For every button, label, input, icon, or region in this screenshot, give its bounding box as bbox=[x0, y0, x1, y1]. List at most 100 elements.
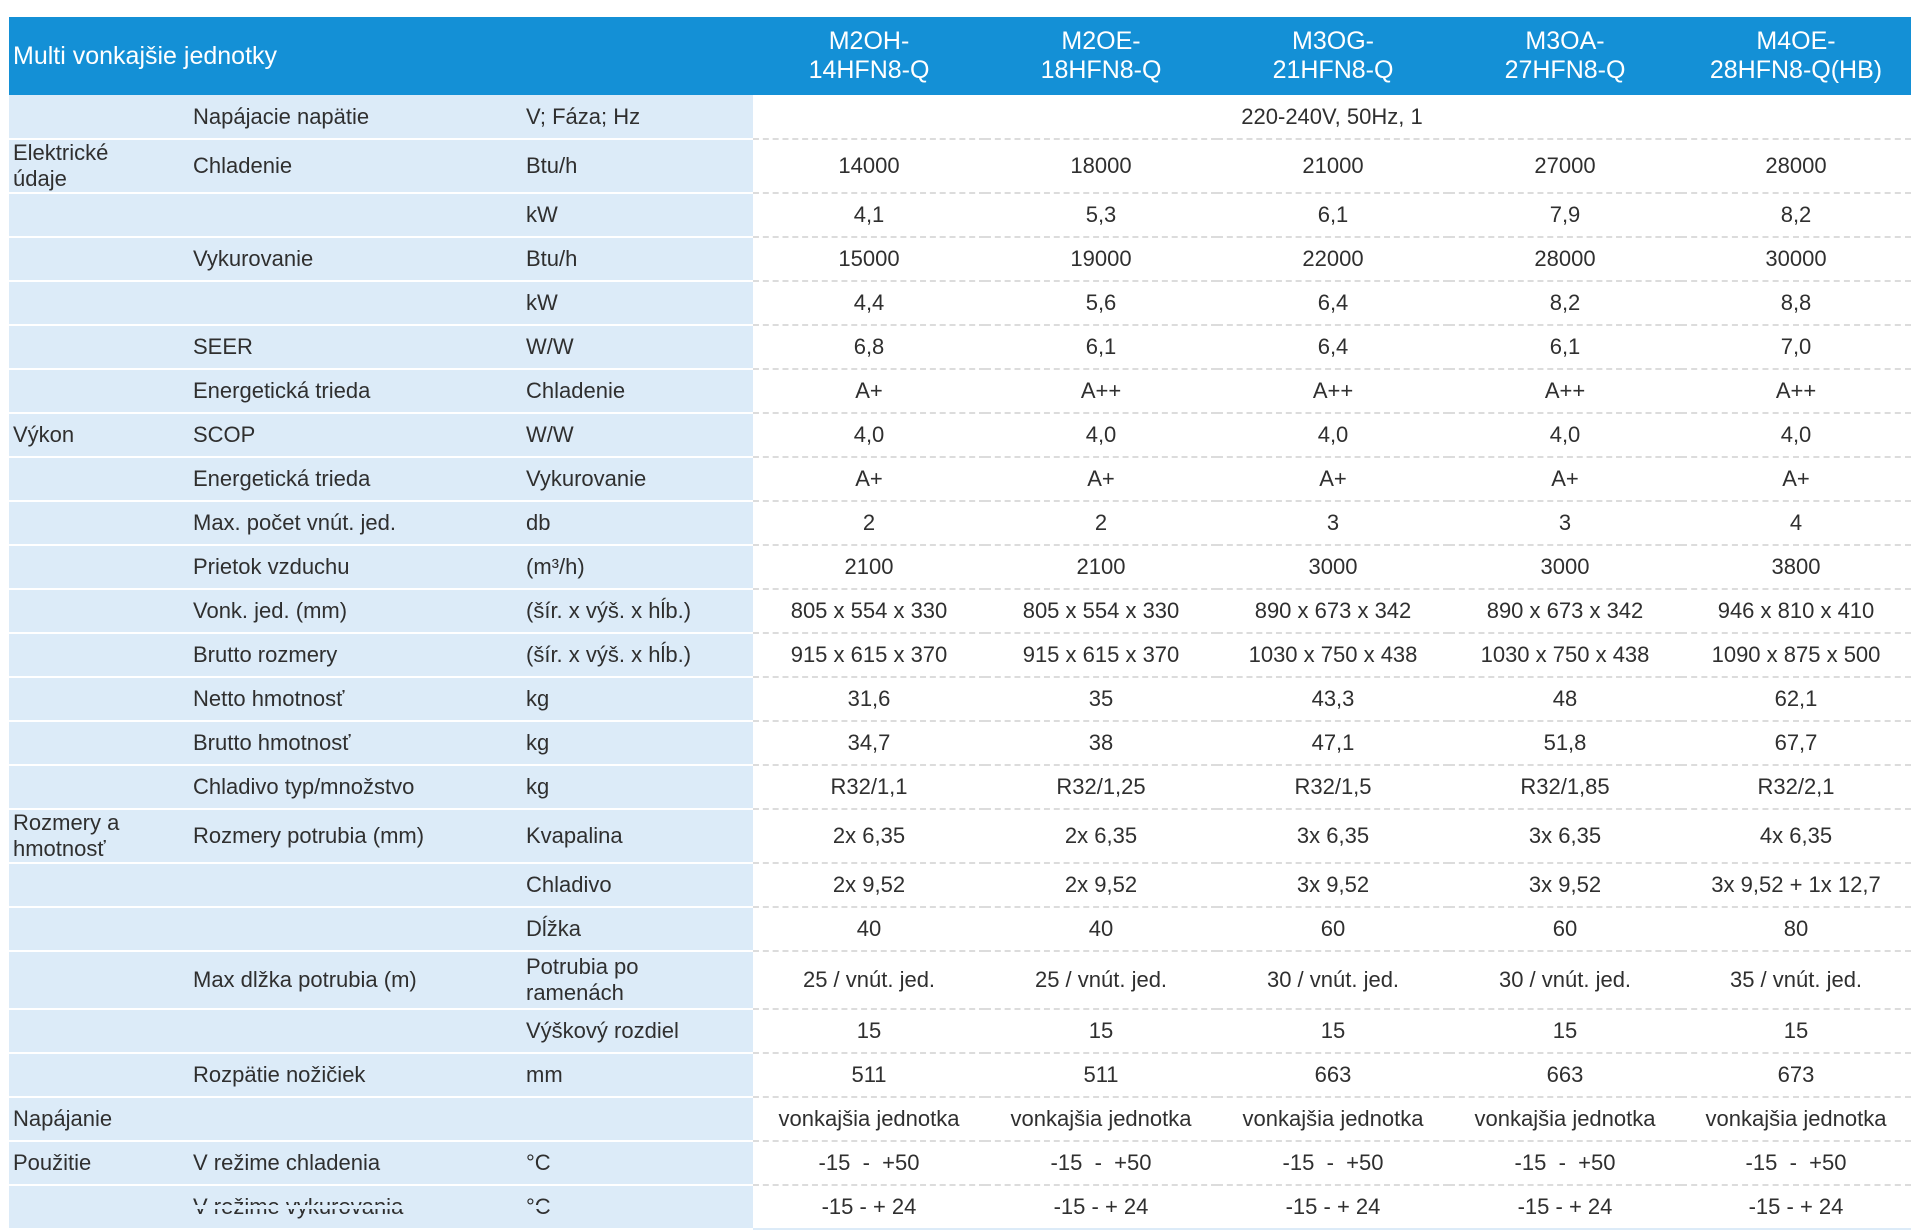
category-cell bbox=[9, 633, 189, 678]
value-cell: 2x 6,35 bbox=[985, 809, 1217, 864]
value-cell: 15000 bbox=[753, 237, 985, 282]
value-cell: 25 / vnút. jed. bbox=[985, 951, 1217, 1010]
value-cell: 14000 bbox=[753, 139, 985, 194]
value-cell: 43,3 bbox=[1217, 677, 1449, 722]
value-cell: 946 x 810 x 410 bbox=[1681, 589, 1911, 634]
value-cell: 4,0 bbox=[985, 413, 1217, 458]
value-cell: A+ bbox=[1681, 457, 1911, 502]
table-row: Brutto rozmery (šír. x výš. x hĺb.) 915 x … bbox=[9, 633, 1911, 678]
unit-cell: Dĺžka bbox=[522, 907, 753, 952]
table-row: Elektrické údaje Chladenie Btu/h 14000 18000… bbox=[9, 139, 1911, 194]
table-row: Vykurovanie Btu/h 15000 19000 22000 28000 3000… bbox=[9, 237, 1911, 282]
model-header: M3OG- 21HFN8-Q bbox=[1217, 17, 1449, 95]
table-bottom-strip bbox=[9, 1205, 753, 1209]
category-cell bbox=[9, 1053, 189, 1098]
table-row: Výškový rozdiel 15 15 15 15 15 bbox=[9, 1009, 1911, 1054]
value-cell: vonkajšia jednotka bbox=[1681, 1097, 1911, 1142]
table-row: Max. počet vnút. jed. db 2 2 3 3 4 bbox=[9, 501, 1911, 546]
unit-cell: (šír. x výš. x hĺb.) bbox=[522, 633, 753, 678]
value-cell: 62,1 bbox=[1681, 677, 1911, 722]
category-cell bbox=[9, 237, 189, 282]
category-cell bbox=[9, 863, 189, 908]
value-cell: 31,6 bbox=[753, 677, 985, 722]
value-cell: -15 - + 24 bbox=[1681, 1185, 1911, 1230]
value-cell: 1030 x 750 x 438 bbox=[1217, 633, 1449, 678]
value-cell: 3x 6,35 bbox=[1449, 809, 1681, 864]
value-cell: 7,0 bbox=[1681, 325, 1911, 370]
value-cell: 673 bbox=[1681, 1053, 1911, 1098]
table-row: Rozmery a hmotnosť Rozmery potrubia (mm) K… bbox=[9, 809, 1911, 864]
value-cell: 6,1 bbox=[985, 325, 1217, 370]
value-cell: 5,3 bbox=[985, 193, 1217, 238]
unit-cell: mm bbox=[522, 1053, 753, 1098]
value-cell: 28000 bbox=[1681, 139, 1911, 194]
parameter-label bbox=[189, 1097, 522, 1142]
category-cell: Výkon bbox=[9, 413, 189, 458]
value-cell: 2x 9,52 bbox=[985, 863, 1217, 908]
value-cell: 3000 bbox=[1449, 545, 1681, 590]
value-cell: 35 bbox=[985, 677, 1217, 722]
value-cell: 2100 bbox=[753, 545, 985, 590]
value-cell: 27000 bbox=[1449, 139, 1681, 194]
value-cell: R32/1,1 bbox=[753, 765, 985, 810]
parameter-label: Napájacie napätie bbox=[189, 95, 522, 140]
table-row: Netto hmotnosť kg 31,6 35 43,3 48 62,1 bbox=[9, 677, 1911, 722]
table-row: SEER W/W 6,8 6,1 6,4 6,1 7,0 bbox=[9, 325, 1911, 370]
category-cell: Rozmery a hmotnosť bbox=[9, 809, 189, 864]
parameter-label: Energetická trieda bbox=[189, 457, 522, 502]
parameter-label: Max. počet vnút. jed. bbox=[189, 501, 522, 546]
parameter-label: SCOP bbox=[189, 413, 522, 458]
table-row: Dĺžka 40 40 60 60 80 bbox=[9, 907, 1911, 952]
value-cell: 5,6 bbox=[985, 281, 1217, 326]
table-row: Energetická trieda Chladenie A+ A++ A++ A++ A+… bbox=[9, 369, 1911, 414]
value-cell: 6,4 bbox=[1217, 325, 1449, 370]
value-cell: R32/1,5 bbox=[1217, 765, 1449, 810]
value-cell: A++ bbox=[985, 369, 1217, 414]
parameter-label bbox=[189, 863, 522, 908]
parameter-label: Vonk. jed. (mm) bbox=[189, 589, 522, 634]
value-cell: 4x 6,35 bbox=[1681, 809, 1911, 864]
category-cell bbox=[9, 721, 189, 766]
value-cell: 3x 6,35 bbox=[1217, 809, 1449, 864]
value-cell: -15 - +50 bbox=[1217, 1141, 1449, 1186]
parameter-label: Prietok vzduchu bbox=[189, 545, 522, 590]
unit-cell: kW bbox=[522, 193, 753, 238]
unit-cell: (m³/h) bbox=[522, 545, 753, 590]
table-title: Multi vonkajšie jednotky bbox=[9, 17, 753, 95]
value-cell: 7,9 bbox=[1449, 193, 1681, 238]
table-row: Vonk. jed. (mm) (šír. x výš. x hĺb.) 805 x… bbox=[9, 589, 1911, 634]
value-cell: 47,1 bbox=[1217, 721, 1449, 766]
unit-cell: kg bbox=[522, 765, 753, 810]
value-cell: 30 / vnút. jed. bbox=[1449, 951, 1681, 1010]
header-row: Multi vonkajšie jednotky M2OH- 14HFN8-Q … bbox=[9, 17, 1911, 95]
parameter-label: Chladivo typ/množstvo bbox=[189, 765, 522, 810]
unit-cell: °C bbox=[522, 1141, 753, 1186]
value-cell: 3x 9,52 + 1x 12,7 bbox=[1681, 863, 1911, 908]
table-row: Napájanie vonkajšia jednotka vonkajšia jed… bbox=[9, 1097, 1911, 1142]
category-cell: Napájanie bbox=[9, 1097, 189, 1142]
value-cell: 34,7 bbox=[753, 721, 985, 766]
value-cell: 19000 bbox=[985, 237, 1217, 282]
unit-cell: Btu/h bbox=[522, 237, 753, 282]
unit-cell: Výškový rozdiel bbox=[522, 1009, 753, 1054]
value-cell: 663 bbox=[1217, 1053, 1449, 1098]
parameter-label: Max dlžka potrubia (m) bbox=[189, 951, 522, 1010]
table-row: Brutto hmotnosť kg 34,7 38 47,1 51,8 67,7 bbox=[9, 721, 1911, 766]
value-cell: R32/1,25 bbox=[985, 765, 1217, 810]
value-cell: -15 - +50 bbox=[753, 1141, 985, 1186]
table-row: Použitie V režime chladenia °C -15 - +50 -15… bbox=[9, 1141, 1911, 1186]
category-cell bbox=[9, 193, 189, 238]
value-cell: -15 - + 24 bbox=[985, 1185, 1217, 1230]
unit-cell: kg bbox=[522, 677, 753, 722]
parameter-label: Brutto hmotnosť bbox=[189, 721, 522, 766]
table-row: Max dlžka potrubia (m) Potrubia po ramená… bbox=[9, 951, 1911, 1010]
parameter-label bbox=[189, 907, 522, 952]
value-cell: A+ bbox=[1449, 457, 1681, 502]
category-cell bbox=[9, 677, 189, 722]
category-cell bbox=[9, 501, 189, 546]
category-cell bbox=[9, 325, 189, 370]
table-row: kW 4,1 5,3 6,1 7,9 8,2 bbox=[9, 193, 1911, 238]
unit-cell: V; Fáza; Hz bbox=[522, 95, 753, 140]
value-cell: vonkajšia jednotka bbox=[985, 1097, 1217, 1142]
value-cell: -15 - +50 bbox=[1449, 1141, 1681, 1186]
